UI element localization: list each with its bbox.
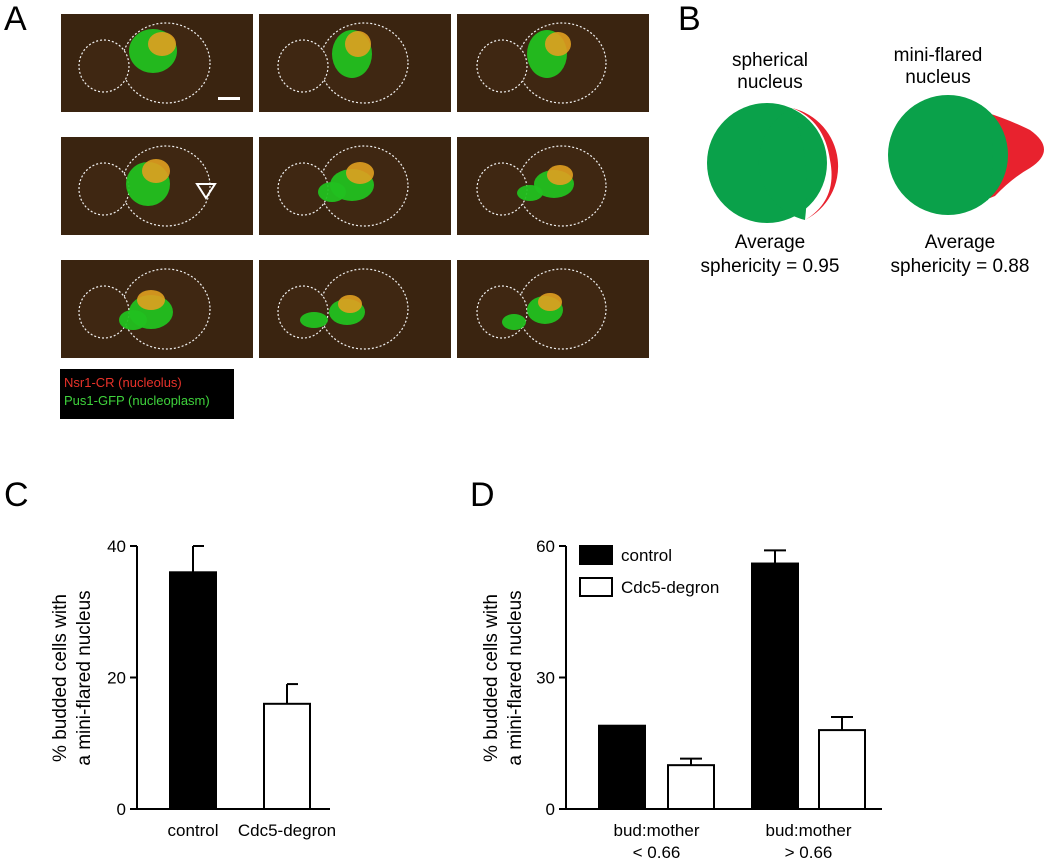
channel-legend: Nsr1-CR (nucleolus) Pus1-GFP (nucleoplas… <box>60 369 234 419</box>
bud-cell-outline <box>78 39 130 93</box>
micrograph-frame <box>61 137 253 235</box>
x-category-label: bud:mother <box>614 821 700 840</box>
y-tick-label: 0 <box>546 800 555 819</box>
y-axis-label-line1: % budded cells with <box>50 594 71 762</box>
x-category-label: bud:mother <box>766 821 852 840</box>
micrograph-frame <box>61 260 253 358</box>
bar-cdc5-degron <box>667 764 715 811</box>
legend-swatch <box>579 577 613 597</box>
nucleolus-signal <box>346 162 374 184</box>
x-category-label: Cdc5-degron <box>238 821 336 840</box>
micrograph-frame <box>259 14 451 112</box>
nucleoplasm-signal <box>318 182 346 202</box>
y-axis-label-line1: % budded cells with <box>481 594 502 762</box>
spherical-stat-line2: sphericity = 0.95 <box>700 256 840 277</box>
micrograph-frame <box>259 137 451 235</box>
bar-cdc5-degron <box>818 729 866 810</box>
legend-label: Cdc5-degron <box>621 578 719 597</box>
micrograph-image <box>476 145 607 227</box>
flared-label-line2: nucleus <box>905 67 971 88</box>
legend-swatch <box>579 545 613 565</box>
x-category-label: control <box>167 821 218 840</box>
flared-stat-line2: sphericity = 0.88 <box>890 256 1030 277</box>
y-tick-label: 40 <box>107 537 126 556</box>
arrowhead-marker <box>195 183 217 200</box>
nucleolus-signal <box>137 290 165 310</box>
spherical-label-line1: spherical <box>731 50 809 71</box>
spherical-label-line2: nucleus <box>737 72 803 93</box>
nucleolus-signal <box>345 31 371 57</box>
micrograph-frame <box>61 14 253 112</box>
y-tick-label: 0 <box>117 800 126 819</box>
legend-pus1: Pus1-GFP (nucleoplasm) <box>64 393 210 408</box>
legend-nsr1: Nsr1-CR (nucleolus) <box>64 375 182 390</box>
nucleolus-signal <box>338 295 362 313</box>
nucleolus-signal <box>545 32 571 56</box>
nucleolus-signal <box>148 32 176 56</box>
nucleoplasm-signal <box>119 310 147 330</box>
bud-cell-outline <box>277 39 329 93</box>
bud-cell-outline <box>476 39 528 93</box>
bar-control <box>598 724 646 811</box>
panel-label-a: A <box>4 0 27 38</box>
nucleus-diagrams <box>707 95 1044 223</box>
nucleoplasm-signal <box>300 312 328 328</box>
nucleolus-signal <box>142 159 170 183</box>
mini-flared-nucleus-shape <box>888 95 1044 215</box>
bar-cdc5-degron <box>263 702 311 810</box>
panel-label-b: B <box>678 0 701 38</box>
bar-control <box>751 562 799 810</box>
nucleolus-signal <box>538 293 562 311</box>
micrograph-image <box>78 22 211 104</box>
bar-control <box>169 571 217 810</box>
nucleoplasm-signal <box>517 185 543 201</box>
spherical-stat-line1: Average <box>734 232 806 253</box>
flared-label-line1: mini-flared <box>893 45 983 66</box>
nucleolus-signal <box>547 165 573 185</box>
micrograph-image <box>476 22 607 104</box>
spherical-nucleus-shape <box>707 103 839 223</box>
x-category-label: > 0.66 <box>785 843 833 862</box>
micrograph-image <box>277 22 409 104</box>
y-axis-label-line2: a mini-flared nucleus <box>74 590 95 765</box>
y-tick-label: 20 <box>107 669 126 688</box>
micrograph-image <box>277 268 409 350</box>
legend-label: control <box>621 546 672 565</box>
panel-label-d: D <box>470 476 495 514</box>
x-category-label: < 0.66 <box>633 843 681 862</box>
micrograph-image <box>476 268 607 350</box>
micrograph-image <box>277 145 409 227</box>
y-axis-label-line2: a mini-flared nucleus <box>505 590 526 765</box>
flared-stat-line1: Average <box>924 232 996 253</box>
micrograph-frame <box>457 14 649 112</box>
y-tick-label: 30 <box>536 669 555 688</box>
scale-bar <box>218 97 240 100</box>
panel-label-c: C <box>4 476 29 514</box>
y-tick-label: 60 <box>536 537 555 556</box>
micrograph-frame <box>457 260 649 358</box>
micrograph-frame <box>457 137 649 235</box>
nucleoplasm-signal <box>502 314 526 330</box>
micrograph-image <box>78 145 217 227</box>
micrograph-image <box>78 268 211 350</box>
micrograph-frame <box>259 260 451 358</box>
